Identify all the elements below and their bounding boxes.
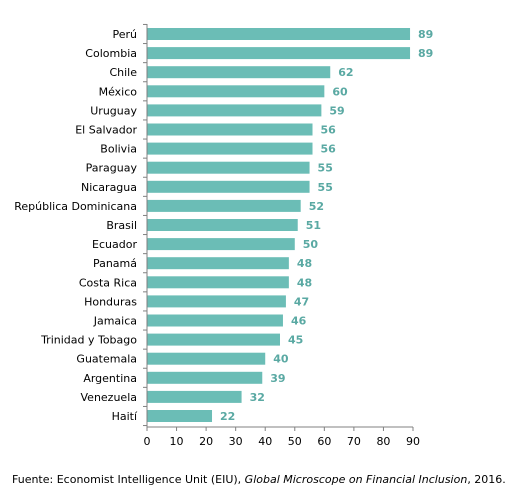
value-label-haiti: 22 (220, 410, 235, 423)
category-label-colombia: Colombia (85, 47, 137, 60)
category-label-ecuador: Ecuador (92, 238, 137, 251)
value-label-guatemala: 40 (273, 353, 289, 366)
bar-republica-dominicana (147, 199, 301, 212)
x-tick-label-20: 20 (199, 435, 213, 448)
source-title: Global Microscope on Financial Inclusion (244, 473, 468, 486)
bar-costa-rica (147, 276, 289, 289)
category-label-brasil: Brasil (106, 219, 137, 232)
value-label-nicaragua: 55 (318, 181, 333, 194)
category-label-nicaragua: Nicaragua (81, 181, 137, 194)
x-tick-label-50: 50 (288, 435, 302, 448)
bar-bolivia (147, 142, 313, 155)
value-label-argentina: 39 (270, 372, 285, 385)
bar-honduras (147, 295, 286, 308)
source-note: Fuente: Economist Intelligence Unit (EIU… (12, 473, 512, 486)
value-label-panama: 48 (297, 257, 312, 270)
bar-argentina (147, 371, 263, 384)
bar-uruguay (147, 104, 322, 117)
value-label-brasil: 51 (306, 219, 321, 232)
bar-chile (147, 66, 331, 79)
category-label-chile: Chile (109, 66, 137, 79)
bar-guatemala (147, 352, 266, 365)
bar-panama (147, 257, 289, 270)
category-label-peru: Perú (112, 28, 137, 41)
category-label-paraguay: Paraguay (86, 162, 138, 175)
bar-paraguay (147, 161, 310, 174)
value-label-el-salvador: 56 (321, 124, 337, 137)
category-label-trinidad-y-tobago: Trinidad y Tobago (40, 334, 137, 347)
category-label-el-salvador: El Salvador (75, 124, 137, 137)
value-label-peru: 89 (418, 28, 433, 41)
value-label-uruguay: 59 (329, 104, 344, 117)
category-label-honduras: Honduras (84, 295, 137, 308)
category-label-haiti: Haití (112, 410, 138, 423)
x-tick-label-0: 0 (144, 435, 151, 448)
bar-trinidad-y-tobago (147, 333, 280, 346)
bar-haiti (147, 410, 213, 422)
value-label-jamaica: 46 (291, 315, 307, 328)
bar-nicaragua (147, 180, 310, 193)
value-label-colombia: 89 (418, 47, 433, 60)
value-label-paraguay: 55 (318, 162, 333, 175)
category-label-bolivia: Bolivia (100, 143, 137, 156)
bar-peru (147, 28, 411, 40)
value-label-chile: 62 (338, 66, 353, 79)
x-tick-label-10: 10 (170, 435, 184, 448)
bar-brasil (147, 219, 298, 231)
category-label-venezuela: Venezuela (81, 391, 138, 404)
source-suffix: , 2016. (467, 473, 506, 486)
bar-venezuela (147, 390, 242, 403)
category-label-mexico: México (99, 85, 138, 98)
bar-mexico (147, 85, 325, 98)
category-label-republica-dominicana: República Dominicana (14, 200, 137, 213)
value-label-ecuador: 50 (303, 238, 319, 251)
category-label-uruguay: Uruguay (90, 104, 137, 117)
value-label-mexico: 60 (332, 85, 348, 98)
source-prefix: Fuente: Economist Intelligence Unit (EIU… (12, 473, 245, 486)
category-label-panama: Panamá (93, 257, 137, 270)
x-tick-label-90: 90 (406, 435, 420, 448)
value-label-bolivia: 56 (321, 143, 337, 156)
bar-colombia (147, 47, 411, 60)
category-label-jamaica: Jamaica (93, 315, 137, 328)
category-label-argentina: Argentina (83, 372, 137, 385)
x-tick-label-30: 30 (229, 435, 243, 448)
bar-chart: Perú 89 Colombia 89 Chile 62 México 60 Uruguay 59… (14, 23, 433, 448)
x-tick-label-80: 80 (376, 435, 390, 448)
bar-el-salvador (147, 123, 313, 136)
value-label-republica-dominicana: 52 (309, 200, 324, 213)
x-tick-label-70: 70 (347, 435, 361, 448)
value-label-trinidad-y-tobago: 45 (288, 334, 303, 347)
category-label-costa-rica: Costa Rica (79, 276, 137, 289)
value-label-costa-rica: 48 (297, 276, 312, 289)
value-label-venezuela: 32 (250, 391, 265, 404)
x-tick-label-60: 60 (317, 435, 331, 448)
bar-jamaica (147, 314, 283, 327)
bar-ecuador (147, 238, 295, 251)
value-label-honduras: 47 (294, 295, 309, 308)
category-label-guatemala: Guatemala (76, 353, 137, 366)
x-tick-label-40: 40 (258, 435, 272, 448)
